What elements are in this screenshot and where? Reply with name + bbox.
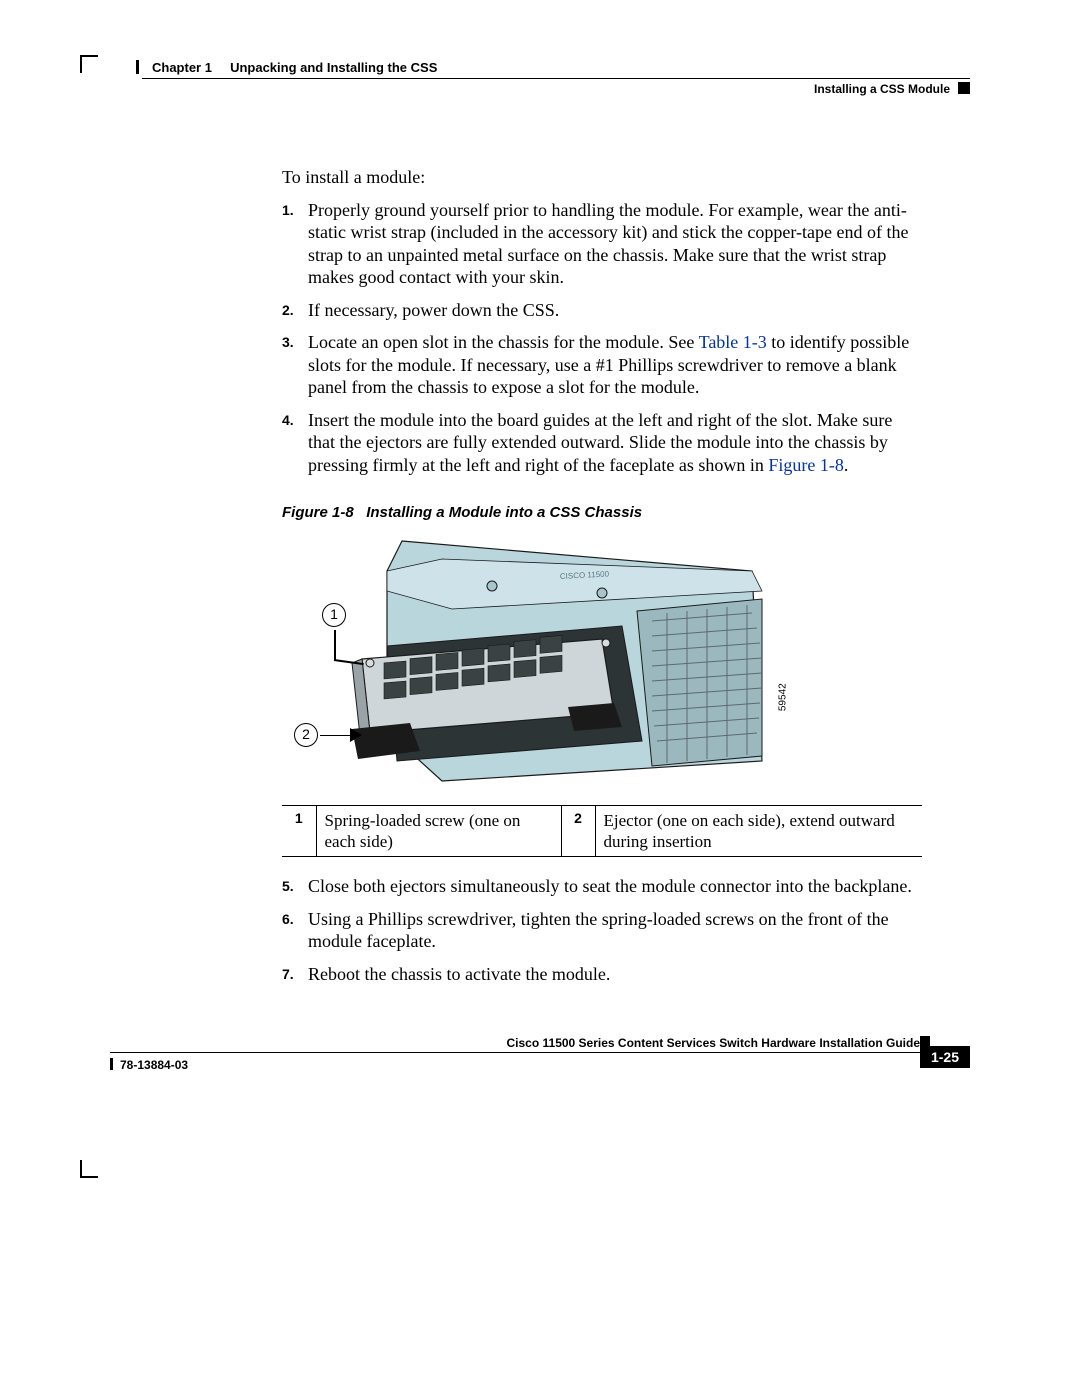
legend-text: Ejector (one on each side), extend outwa… <box>595 805 922 857</box>
footer-bar <box>110 1058 113 1070</box>
legend-num: 2 <box>561 805 595 857</box>
arrow-icon <box>350 728 364 742</box>
step-number: 2. <box>282 299 308 322</box>
callout-line <box>334 630 336 660</box>
step-7: 7. Reboot the chassis to activate the mo… <box>282 963 922 986</box>
crop-mark-tl <box>80 55 98 73</box>
callout-1: 1 <box>322 603 346 627</box>
footer-doc-number: 78-13884-03 <box>120 1058 188 1072</box>
page-header: Chapter 1 Unpacking and Installing the C… <box>110 60 970 106</box>
step-number: 1. <box>282 199 308 289</box>
header-section: Installing a CSS Module <box>814 82 950 96</box>
step-6: 6. Using a Phillips screwdriver, tighten… <box>282 908 922 953</box>
step-body: Reboot the chassis to activate the modul… <box>308 963 922 986</box>
content-area: To install a module: 1. Properly ground … <box>282 166 922 985</box>
legend-num: 1 <box>282 805 316 857</box>
step-3: 3. Locate an open slot in the chassis fo… <box>282 331 922 399</box>
page: Chapter 1 Unpacking and Installing the C… <box>110 60 970 995</box>
step-5: 5. Close both ejectors simultaneously to… <box>282 875 922 898</box>
step-body: If necessary, power down the CSS. <box>308 299 922 322</box>
step-body: Properly ground yourself prior to handli… <box>308 199 922 289</box>
figure-link[interactable]: Figure 1-8 <box>768 455 844 475</box>
legend-text: Spring-loaded screw (one on each side) <box>316 805 561 857</box>
figure-caption: Figure 1-8 Installing a Module into a CS… <box>282 504 922 523</box>
legend-row: 1 Spring-loaded screw (one on each side)… <box>282 805 922 857</box>
chapter-title: Unpacking and Installing the CSS <box>230 60 437 75</box>
step-body: Using a Phillips screwdriver, tighten th… <box>308 908 922 953</box>
step-number: 6. <box>282 908 308 953</box>
callout-circle: 1 <box>322 603 346 627</box>
callout-line <box>320 735 354 737</box>
step-number: 5. <box>282 875 308 898</box>
step-body: Close both ejectors simultaneously to se… <box>308 875 922 898</box>
footer-square-icon <box>920 1036 930 1046</box>
figure-illustration: CISCO 11500 1 2 59542 <box>292 531 792 791</box>
figure-title: Installing a Module into a CSS Chassis <box>366 504 642 521</box>
step-2: 2. If necessary, power down the CSS. <box>282 299 922 322</box>
intro-text: To install a module: <box>282 166 922 189</box>
header-rule <box>142 78 970 79</box>
chapter-label: Chapter 1 <box>152 60 212 75</box>
step-1: 1. Properly ground yourself prior to han… <box>282 199 922 289</box>
step-number: 7. <box>282 963 308 986</box>
header-square-icon <box>958 82 970 94</box>
step-4: 4. Insert the module into the board guid… <box>282 409 922 477</box>
chassis-svg: CISCO 11500 <box>292 531 792 791</box>
header-bar <box>136 60 139 74</box>
footer-rule <box>110 1052 930 1053</box>
callout-2: 2 <box>294 723 318 747</box>
footer-page-number: 1-25 <box>920 1046 970 1068</box>
step-number: 4. <box>282 409 308 477</box>
step-body: Locate an open slot in the chassis for t… <box>308 331 922 399</box>
legend-table: 1 Spring-loaded screw (one on each side)… <box>282 805 922 858</box>
footer-book-title: Cisco 11500 Series Content Services Swit… <box>507 1036 921 1050</box>
figure-ref: Figure 1-8 <box>282 504 354 521</box>
art-number: 59542 <box>778 683 791 711</box>
callout-circle: 2 <box>294 723 318 747</box>
table-link[interactable]: Table 1-3 <box>699 332 767 352</box>
step-number: 3. <box>282 331 308 399</box>
crop-mark-bl <box>80 1160 98 1178</box>
header-chapter: Chapter 1 Unpacking and Installing the C… <box>152 60 437 75</box>
step-body: Insert the module into the board guides … <box>308 409 922 477</box>
